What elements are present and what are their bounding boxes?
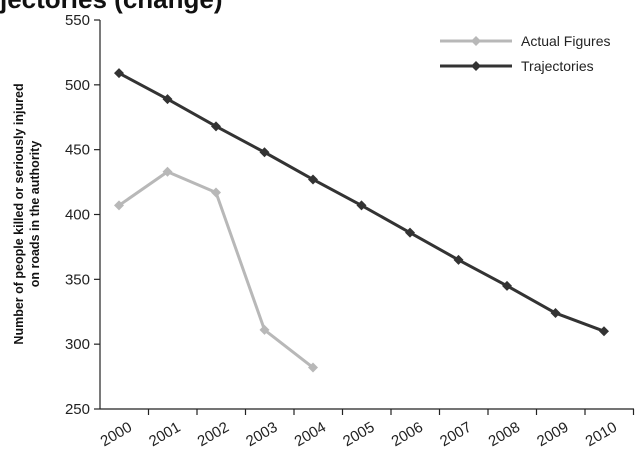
data-point-trajectories [162, 94, 173, 105]
x-tick-label: 2010 [583, 419, 620, 450]
y-axis-label-line-2: on roads in the authority [28, 141, 42, 288]
data-point-trajectories [211, 121, 221, 132]
legend-marker-actual-figures [471, 36, 481, 46]
data-point-actual-figures [308, 362, 318, 373]
data-point-trajectories [502, 280, 512, 291]
x-tick-label: 2000 [98, 419, 135, 450]
data-point-actual-figures [114, 200, 124, 211]
data-point-trajectories [259, 147, 270, 158]
data-point-actual-figures [259, 324, 270, 335]
data-point-trajectories [599, 326, 609, 337]
x-tick-label: 2004 [292, 419, 329, 450]
x-tick-label: 2005 [340, 419, 377, 450]
y-axis-label: Number of people killed or seriously inj… [12, 83, 42, 344]
x-tick-label: 2002 [195, 419, 232, 450]
data-point-trajectories [308, 174, 318, 185]
chart-axes: 250 300 350 400 450 500 550 2000 2001 2002 2003 200… [65, 12, 635, 450]
x-tick-label: 2009 [534, 419, 571, 450]
data-point-actual-figures [211, 187, 221, 198]
data-point-trajectories [453, 254, 464, 265]
series-line-actual-figures [118, 170, 314, 369]
legend-marker-trajectories [471, 61, 481, 71]
legend-label-actual-figures: Actual Figures [521, 33, 610, 49]
y-tick-label: 350 [65, 271, 90, 288]
chart-legend: Actual Figures Trajectories [440, 33, 610, 74]
data-point-trajectories [356, 200, 367, 211]
x-tick-label: 2006 [389, 419, 426, 450]
legend-label-trajectories: Trajectories [521, 58, 594, 74]
x-tick-label: 2003 [243, 419, 280, 450]
data-point-trajectories [405, 227, 415, 238]
y-tick-label: 400 [65, 207, 90, 224]
y-tick-label: 300 [65, 336, 90, 353]
y-tick-label: 500 [65, 77, 90, 94]
x-tick-label: 2001 [146, 419, 183, 450]
data-point-trajectories [114, 68, 124, 79]
chart-series [114, 68, 609, 373]
chart-title-fragment: jectories (change) [0, 0, 637, 15]
y-axis-label-line-1: Number of people killed or seriously inj… [12, 83, 26, 344]
x-tick-label: 2007 [437, 419, 474, 450]
data-point-trajectories [550, 308, 561, 319]
data-point-actual-figures [162, 166, 173, 177]
y-tick-label: 250 [65, 401, 90, 418]
y-tick-label: 450 [65, 142, 90, 159]
y-tick-label: 550 [65, 12, 90, 29]
x-tick-label: 2008 [486, 419, 523, 450]
